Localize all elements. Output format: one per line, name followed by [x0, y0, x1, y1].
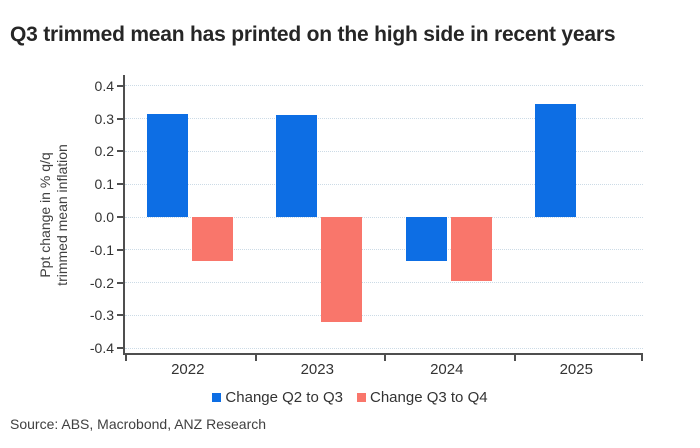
- gridline: [125, 150, 643, 152]
- gridline: [125, 216, 643, 218]
- gridline: [125, 314, 643, 316]
- x-tick-label-2025: 2025: [559, 361, 593, 378]
- y-tick-label: 0.2: [94, 143, 114, 160]
- y-tick-mark: [117, 347, 124, 350]
- x-tick-mark: [384, 355, 386, 361]
- y-tick-label: 0.0: [94, 209, 114, 225]
- bar-2025-series0: [535, 103, 577, 217]
- y-axis-title-line1: Ppt change in % q/q: [37, 152, 53, 278]
- y-tick-label: -0.2: [89, 274, 114, 291]
- gridline: [125, 347, 643, 349]
- y-tick-label: -0.4: [89, 340, 114, 357]
- legend: Change Q2 to Q3 Change Q3 to Q4: [0, 389, 700, 406]
- plot-area: [117, 75, 643, 361]
- x-tick-mark: [125, 355, 127, 361]
- gridline: [125, 118, 643, 120]
- source-note: Source: ABS, Macrobond, ANZ Research: [10, 416, 267, 432]
- y-tick-mark: [117, 216, 124, 218]
- gridline: [125, 183, 643, 185]
- x-tick-mark: [641, 355, 643, 361]
- legend-swatch-red-icon: [357, 393, 366, 402]
- bar-2024-series0: [405, 217, 447, 262]
- y-tick-mark: [117, 248, 124, 251]
- legend-item-change-q3-q4: Change Q3 to Q4: [357, 389, 488, 406]
- bar-2023-series0: [276, 115, 318, 217]
- legend-label-change-q3-q4: Change Q3 to Q4: [370, 389, 488, 406]
- legend-swatch-blue-icon: [212, 393, 222, 402]
- x-tick-label-2022: 2022: [171, 361, 205, 378]
- y-tick-mark: [117, 150, 124, 153]
- y-tick-label: 0.3: [94, 110, 114, 127]
- y-tick-mark: [117, 314, 124, 317]
- y-tick-mark: [117, 117, 124, 120]
- y-tick-mark: [117, 183, 124, 186]
- x-tick-label-2024: 2024: [430, 361, 464, 378]
- chart-title: Q3 trimmed mean has printed on the high …: [10, 23, 616, 46]
- y-tick-label: -0.3: [89, 307, 114, 324]
- bar-2024-series1: [450, 217, 492, 281]
- x-tick-label-2023: 2023: [300, 361, 334, 378]
- bar-2022-series1: [191, 217, 233, 262]
- y-tick-label: 0.1: [94, 176, 114, 193]
- y-tick-mark: [117, 84, 124, 87]
- legend-item-change-q2-q3: Change Q2 to Q3: [212, 389, 343, 406]
- y-tick-label: -0.1: [89, 241, 114, 258]
- y-tick-label: 0.4: [94, 77, 114, 94]
- x-tick-mark: [254, 355, 257, 361]
- gridline: [125, 249, 643, 251]
- legend-label-change-q2-q3: Change Q2 to Q3: [225, 389, 343, 406]
- bar-2023-series1: [321, 217, 363, 322]
- gridline: [125, 282, 643, 284]
- bar-2022-series0: [146, 113, 188, 217]
- y-tick-mark: [117, 281, 124, 284]
- gridline: [125, 85, 643, 87]
- x-tick-mark: [513, 355, 516, 361]
